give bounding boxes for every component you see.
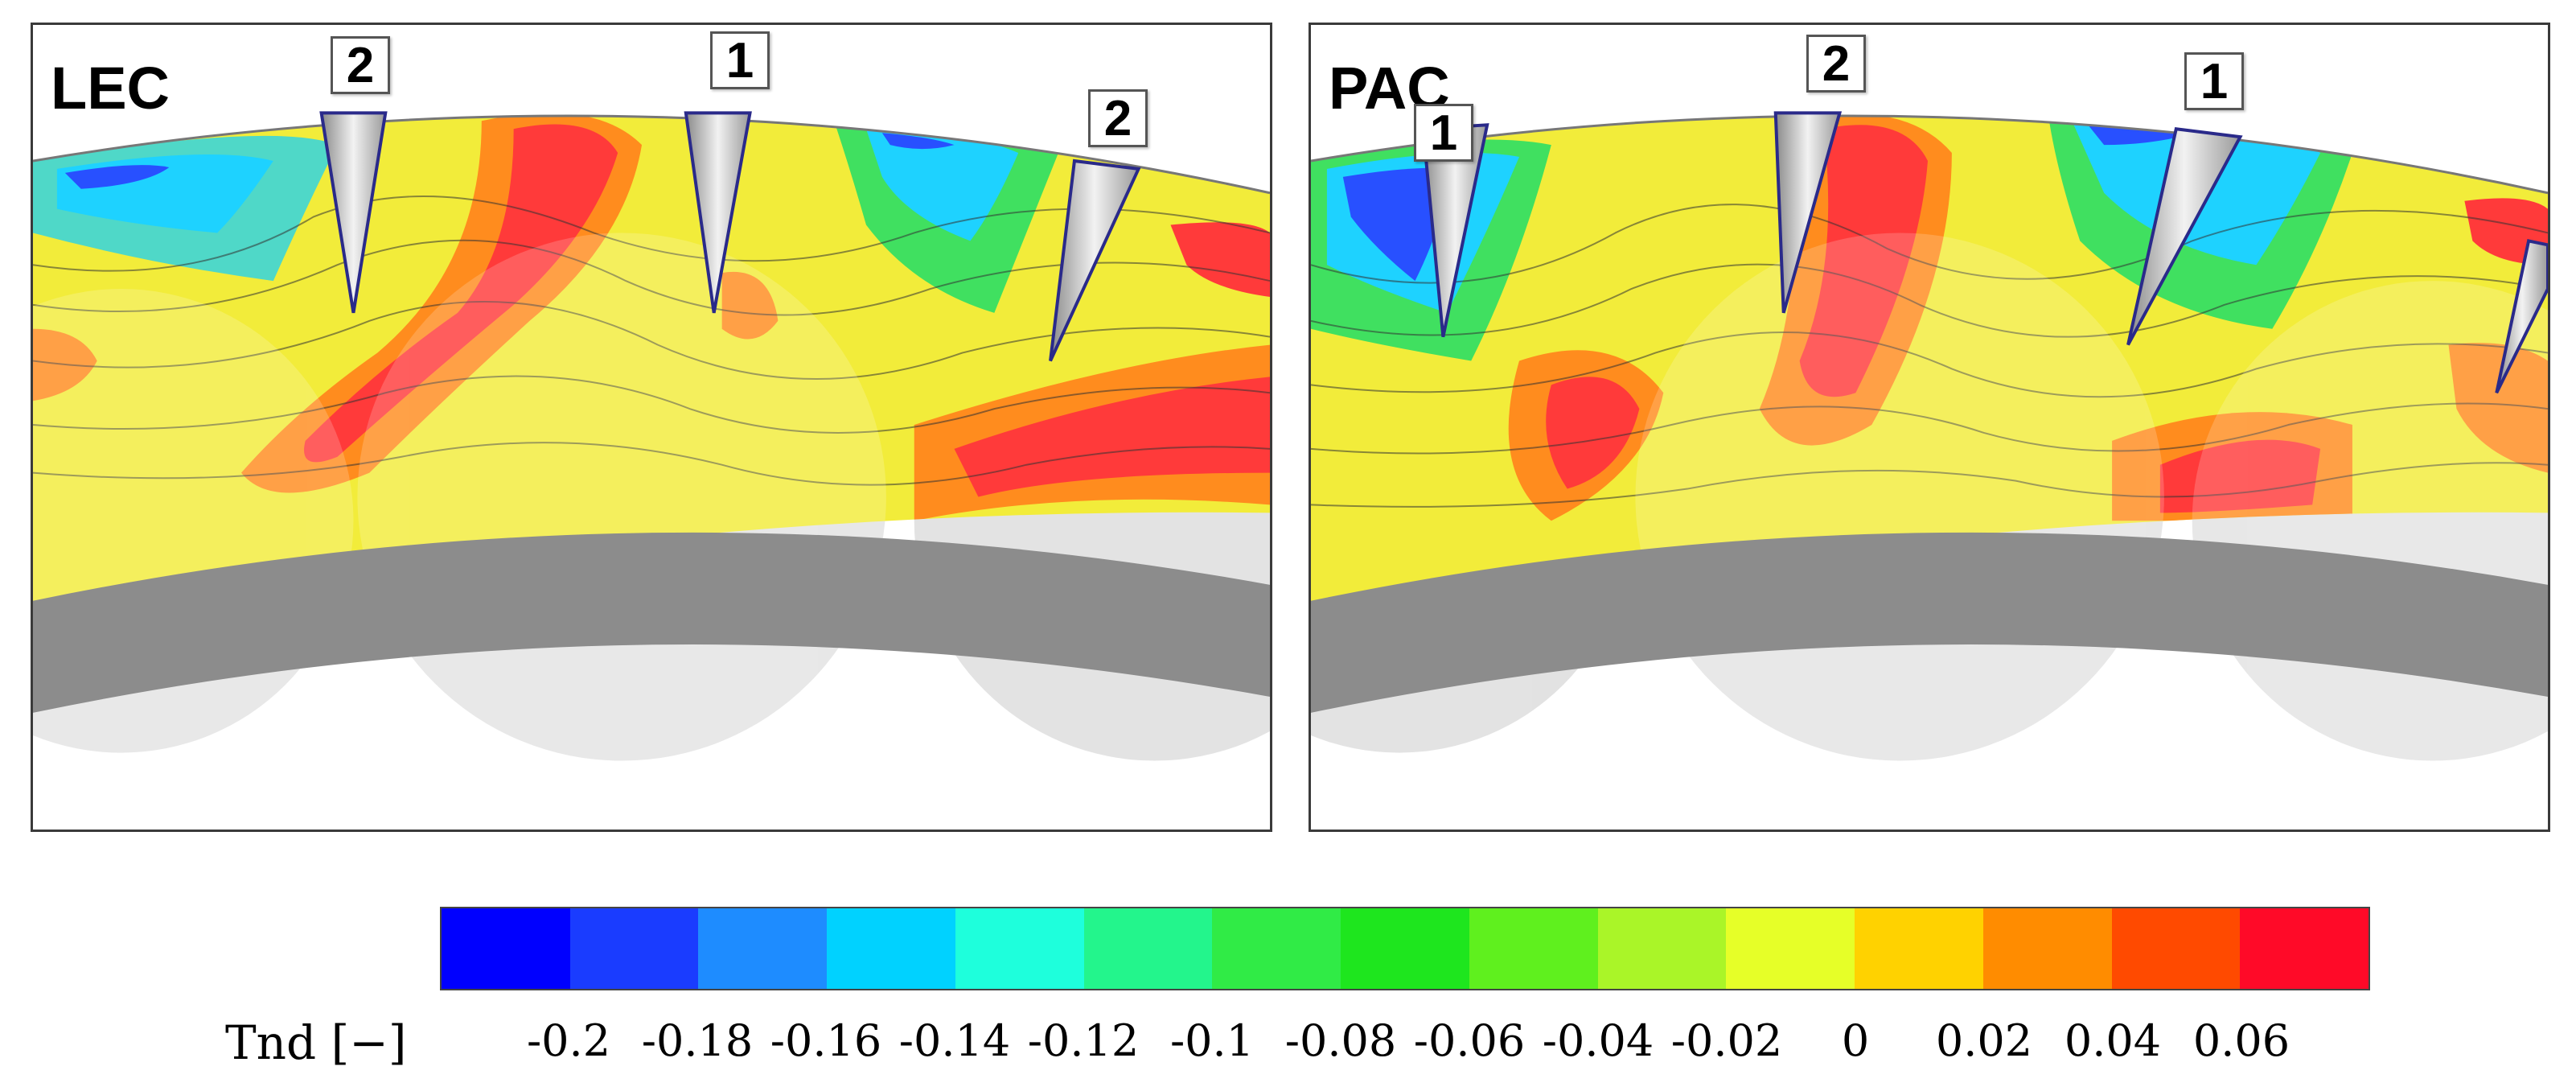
colorbar-tick-label: -0.12 xyxy=(1027,1015,1140,1066)
colorbar-tick-label: -0.16 xyxy=(770,1015,882,1066)
contour-plot-lec xyxy=(33,111,1270,761)
colorbar-tick-label: -0.1 xyxy=(1169,1015,1255,1066)
probe-marker: 1 xyxy=(1414,104,1473,162)
contour-field-lec xyxy=(33,115,1270,633)
colorbar-segment xyxy=(1982,908,2112,989)
probes xyxy=(319,111,1141,362)
probe-marker: 2 xyxy=(1088,89,1148,147)
hub-band xyxy=(33,532,1270,713)
colorbar-segment xyxy=(1597,908,1727,989)
probe-marker: 2 xyxy=(1806,35,1866,93)
casing-line xyxy=(1311,114,2548,195)
colorbar-tick-label: 0 xyxy=(1841,1015,1870,1066)
hub-band xyxy=(1311,532,2548,713)
colorbar-label: Tnd [−] xyxy=(225,1015,407,1070)
contour-field-pac xyxy=(1311,115,2548,633)
probe-marker: 2 xyxy=(331,36,390,94)
colorbar-tick-label: -0.2 xyxy=(526,1015,611,1066)
colorbar-segment xyxy=(1083,908,1213,989)
colorbar-ticks: -0.2 -0.18 -0.16 -0.14 -0.12 -0.1 -0.08 -0.06 -0… xyxy=(440,1015,2370,1080)
colorbar-segment xyxy=(2240,908,2369,989)
contour-plot-pac xyxy=(1311,111,2548,761)
colorbar-tick-label: -0.14 xyxy=(898,1015,1011,1066)
probe-marker: 1 xyxy=(710,31,770,89)
colorbar-segment xyxy=(569,908,699,989)
colorbar xyxy=(440,907,2370,990)
colorbar-segment xyxy=(955,908,1084,989)
contour-panel-lec: LEC 2 1 2 xyxy=(31,23,1272,832)
panel-title: LEC xyxy=(51,55,170,121)
colorbar-segment xyxy=(827,908,955,989)
colorbar-tick-label: -0.06 xyxy=(1413,1015,1526,1066)
colorbar-tick-label: -0.18 xyxy=(641,1015,754,1066)
colorbar-tick-label: -0.02 xyxy=(1670,1015,1783,1066)
contour-panel-pac: PAC 1 2 1 xyxy=(1309,23,2550,832)
colorbar-segment xyxy=(1855,908,1983,989)
colorbar-tick-label: 0.02 xyxy=(1935,1015,2033,1066)
colorbar-segment xyxy=(1341,908,1469,989)
colorbar-segment xyxy=(442,908,570,989)
casing-line xyxy=(33,114,1270,195)
probes xyxy=(1421,111,2548,394)
colorbar-segment xyxy=(1212,908,1341,989)
colorbar-tick-label: 0.06 xyxy=(2192,1015,2290,1066)
probe-marker: 1 xyxy=(2184,52,2244,110)
colorbar-tick-label: -0.04 xyxy=(1542,1015,1654,1066)
colorbar-tick-label: 0.04 xyxy=(2064,1015,2162,1066)
colorbar-segment xyxy=(698,908,828,989)
colorbar-tick-label: -0.08 xyxy=(1284,1015,1397,1066)
colorbar-segment xyxy=(1469,908,1598,989)
colorbar-segment xyxy=(2111,908,2241,989)
colorbar-segment xyxy=(1726,908,1855,989)
